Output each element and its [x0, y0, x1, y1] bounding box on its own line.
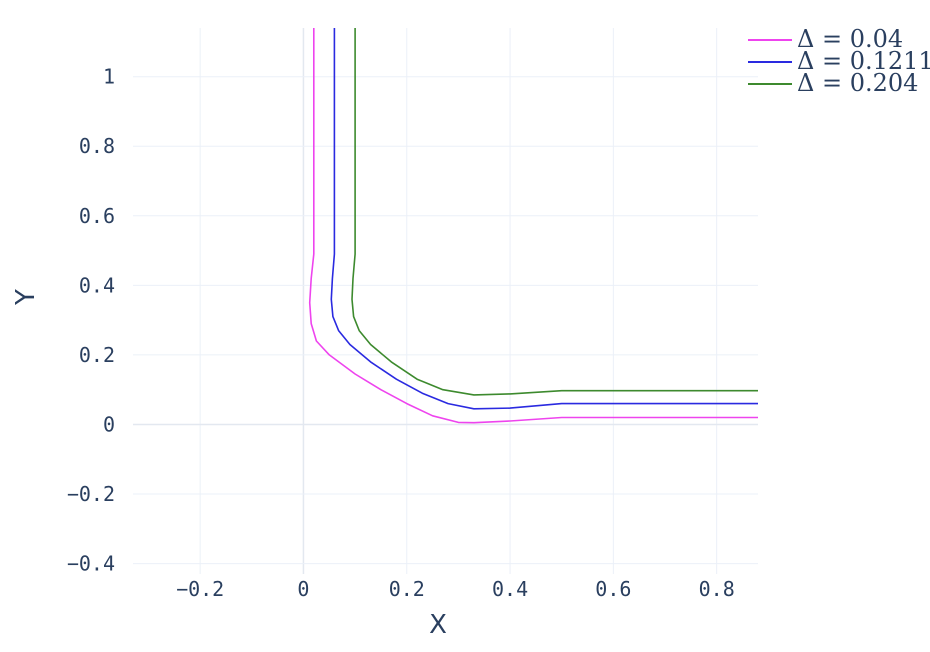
y-tick-label: 0.4	[79, 273, 115, 297]
y-tick-label: 0.6	[79, 204, 115, 228]
x-tick-label: 0.4	[492, 577, 528, 601]
y-tick-labels: −0.4 −0.2 0 0.2 0.4 0.6 0.8 1	[67, 65, 115, 576]
y-tick-label: −0.4	[67, 552, 115, 576]
series-line	[308, 28, 758, 424]
x-axis-title: X	[429, 610, 447, 640]
legend-label: Δ = 0.204	[797, 69, 918, 97]
series-lines	[308, 28, 758, 424]
y-tick-label: 0	[103, 412, 115, 436]
x-tick-labels: −0.2 0 0.2 0.4 0.6 0.8	[176, 577, 735, 601]
gridlines	[133, 28, 758, 574]
x-tick-label: 0.2	[389, 577, 425, 601]
series-line	[330, 28, 758, 410]
legend-label: Δ = 0.04	[797, 25, 903, 53]
x-tick-label: 0.8	[699, 577, 735, 601]
x-tick-label: −0.2	[176, 577, 224, 601]
series-line	[351, 28, 758, 396]
legend-label: Δ = 0.1211	[797, 47, 930, 75]
y-tick-label: −0.2	[67, 482, 115, 506]
y-axis-title: Y	[11, 289, 41, 306]
x-tick-label: 0	[297, 577, 309, 601]
y-tick-label: 0.8	[79, 134, 115, 158]
y-tick-label: 1	[103, 65, 115, 89]
y-tick-label: 0.2	[79, 343, 115, 367]
x-tick-label: 0.6	[595, 577, 631, 601]
